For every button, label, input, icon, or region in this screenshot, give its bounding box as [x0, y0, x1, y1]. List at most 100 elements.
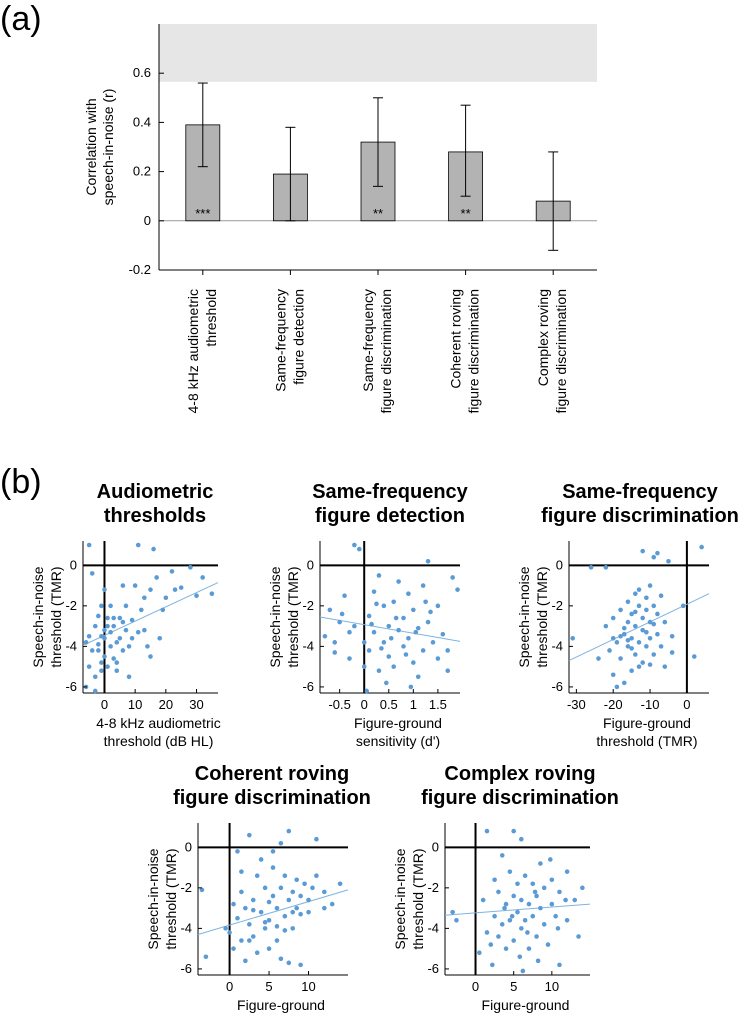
data-point [530, 913, 536, 919]
data-point [534, 934, 539, 939]
data-point [588, 565, 594, 570]
x-axis-label: Figure-ground [354, 715, 442, 731]
data-point [691, 654, 697, 659]
data-point [553, 913, 558, 919]
data-point [658, 644, 664, 649]
data-point [563, 897, 568, 903]
data-point [435, 656, 441, 661]
fit-line [568, 593, 710, 662]
data-point [490, 962, 495, 968]
significance-marker: *** [195, 206, 210, 221]
data-point [640, 548, 645, 554]
x-tick-label: 0 [101, 697, 108, 712]
data-point [576, 934, 581, 939]
x-axis-label: sensitivity (d') [356, 733, 440, 749]
data-point [327, 607, 333, 613]
data-point [520, 968, 526, 974]
data-point [123, 603, 129, 609]
data-point [406, 591, 411, 596]
fit-line [197, 889, 349, 935]
data-point [86, 633, 92, 639]
data-point [117, 635, 123, 641]
x-axis-label: threshold (TMR) [596, 733, 697, 749]
y-tick-label: -0.2 [129, 262, 151, 277]
y-axis-label: threshold (TMR) [285, 566, 301, 667]
data-point [298, 893, 303, 899]
data-point [243, 958, 248, 964]
data-point [541, 885, 547, 891]
data-point [278, 885, 284, 891]
data-point [298, 911, 303, 917]
data-point [200, 575, 205, 580]
data-point [92, 688, 98, 694]
data-point [658, 593, 664, 599]
data-point [640, 627, 645, 633]
data-point [541, 922, 547, 927]
data-point [258, 909, 264, 915]
data-point [557, 889, 562, 895]
data-point [530, 881, 536, 887]
data-point [644, 644, 649, 649]
data-point [148, 654, 153, 659]
data-point [154, 575, 159, 580]
data-point [114, 660, 120, 665]
y-tick-label: 0 [185, 839, 192, 854]
data-point [92, 674, 98, 680]
data-point [243, 905, 248, 911]
y-tick-label: -2 [427, 880, 439, 895]
data-point [361, 664, 367, 669]
x-category-label: figure discrimination [466, 289, 482, 414]
data-point [282, 913, 288, 919]
data-point [247, 938, 252, 943]
data-point [286, 828, 292, 834]
data-point [278, 956, 284, 962]
data-point [262, 920, 268, 925]
data-point [636, 603, 642, 609]
data-point [625, 619, 631, 625]
data-point [290, 909, 296, 915]
data-point [666, 558, 671, 564]
data-point [99, 668, 104, 674]
data-point [618, 656, 623, 661]
data-point [306, 909, 311, 915]
y-tick-label: -2 [180, 880, 192, 895]
data-point [235, 849, 240, 854]
x-tick-label: 10 [301, 979, 315, 994]
data-point [557, 962, 562, 968]
data-point [420, 648, 426, 653]
y-tick-label: 0 [307, 557, 314, 572]
data-point [549, 901, 555, 907]
data-point [420, 583, 426, 588]
y-tick-label: 0 [144, 213, 151, 228]
data-point [526, 946, 532, 951]
data-point [89, 571, 95, 576]
data-point [254, 873, 260, 878]
data-point [440, 631, 446, 637]
data-point [621, 680, 627, 686]
data-point [651, 603, 657, 609]
data-point [386, 654, 392, 659]
data-point [227, 930, 232, 935]
x-tick-label: 0 [361, 697, 368, 712]
data-point [548, 857, 553, 862]
y-tick-label: 0 [432, 839, 439, 854]
data-point [633, 652, 638, 657]
data-point [484, 828, 490, 834]
chart-title: figure discrimination [173, 787, 371, 809]
data-point [105, 623, 110, 629]
data-point [644, 629, 649, 635]
x-tick-label: 0 [683, 697, 690, 712]
data-point [126, 644, 132, 649]
data-point [148, 587, 153, 592]
data-point [570, 635, 575, 641]
data-point [614, 640, 620, 645]
data-point [519, 897, 524, 903]
data-point [92, 623, 98, 629]
data-point [270, 865, 276, 870]
data-point [239, 869, 244, 874]
data-point [239, 889, 244, 895]
data-point [266, 917, 272, 923]
data-point [258, 857, 264, 862]
data-point [662, 619, 668, 625]
